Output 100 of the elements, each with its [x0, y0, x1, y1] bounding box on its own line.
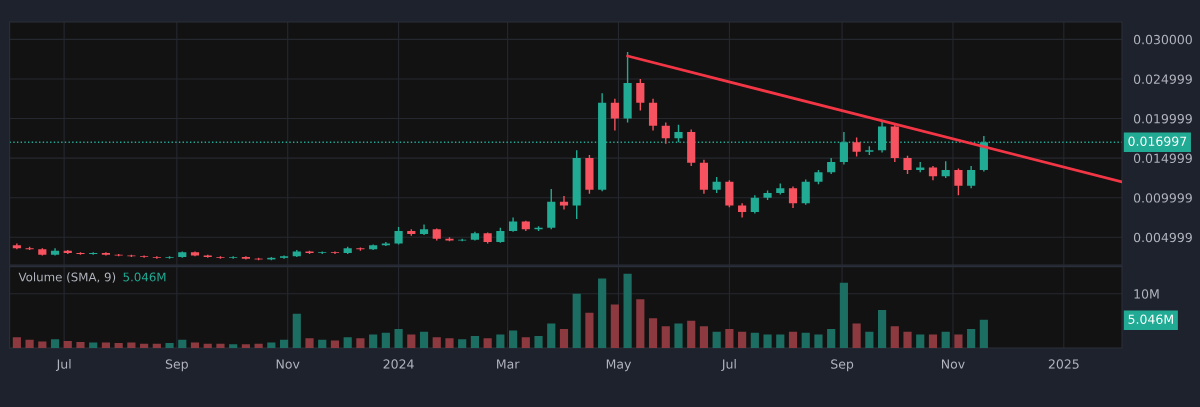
bar [585, 312, 594, 348]
bar [292, 313, 301, 348]
bar [598, 278, 607, 348]
bar [738, 331, 747, 348]
y-tick-label: 0.019999 [1133, 114, 1192, 124]
bar [330, 340, 340, 348]
candlestick [559, 195, 569, 211]
bar [534, 336, 543, 348]
bar [279, 339, 289, 348]
bar [941, 331, 950, 348]
candlestick [903, 155, 912, 175]
bar [827, 328, 836, 348]
bar [788, 331, 798, 348]
candlestick [229, 255, 238, 260]
bar [50, 339, 60, 348]
bar [89, 342, 98, 348]
bar [470, 336, 480, 348]
bar [750, 332, 759, 348]
y-tick-label: 0.004999 [1133, 232, 1192, 243]
text: 5.046M [1128, 314, 1173, 324]
bar [432, 337, 441, 348]
bar [356, 338, 365, 348]
bar [38, 341, 47, 348]
chart-title: Volume (SMA, 9) [18, 272, 116, 283]
bar [114, 343, 123, 348]
bar [674, 323, 683, 348]
bar [648, 318, 658, 348]
bar [610, 304, 619, 348]
y-tick-label: 0.014999 [1133, 153, 1192, 164]
x-tick-label: May [606, 359, 632, 372]
y-tick-label: 0.024999 [1133, 74, 1192, 84]
bar [967, 328, 976, 348]
bar [445, 338, 454, 348]
y-tick-label: 10M [1134, 289, 1159, 299]
x-tick-label: Sep [831, 359, 854, 372]
bar [216, 343, 225, 348]
bar [547, 323, 556, 348]
bar [661, 326, 670, 348]
bar [559, 328, 569, 348]
bar [979, 319, 988, 348]
bar [687, 320, 696, 348]
bar [407, 334, 416, 348]
bar [241, 344, 250, 348]
bar [165, 343, 174, 348]
bar [903, 331, 912, 348]
bar [483, 338, 492, 348]
bar [712, 331, 721, 348]
candlestick [140, 254, 149, 259]
bar [839, 282, 848, 348]
candlestick [725, 179, 734, 208]
candlestick [788, 185, 798, 209]
bar [458, 339, 467, 348]
x-tick-label: Mar [497, 359, 520, 369]
bar [572, 293, 581, 348]
bar [865, 331, 874, 348]
bar [509, 330, 518, 348]
bar [725, 328, 734, 348]
bar [267, 342, 276, 348]
bar [419, 331, 429, 348]
bar [101, 342, 111, 348]
candlestick [750, 194, 759, 215]
bar [636, 299, 645, 348]
candlestick [967, 165, 976, 189]
candlestick [152, 255, 161, 260]
bar [877, 310, 887, 348]
x-tick-label: Sep [165, 359, 188, 372]
bar [25, 339, 34, 348]
bar [928, 334, 938, 348]
bar [954, 334, 963, 348]
x-tick-label: Jul [55, 359, 71, 372]
bar [623, 273, 632, 348]
bar [521, 337, 530, 348]
bar [776, 334, 785, 348]
bar [890, 326, 899, 348]
candlestick [636, 78, 645, 112]
y-tick-label: 0.030000 [1133, 34, 1192, 45]
bar [343, 337, 352, 348]
bar [63, 340, 72, 348]
bar [394, 328, 403, 348]
bar [381, 332, 390, 348]
x-tick-label: Nov [276, 359, 300, 369]
bar [369, 334, 378, 348]
bar [127, 342, 136, 348]
candlestick [954, 167, 963, 197]
y-tick-label: 0.009999 [1133, 193, 1192, 203]
x-tick-label: 2025 [1048, 359, 1079, 369]
bar [814, 334, 823, 348]
bar [763, 334, 772, 348]
bar [496, 334, 505, 348]
bar [229, 344, 238, 348]
x-tick-label: Nov [941, 359, 965, 369]
bar [76, 342, 85, 348]
bar [318, 339, 327, 348]
candlestick [648, 98, 658, 132]
bar [190, 342, 200, 348]
candlestick [801, 178, 810, 206]
candlestick [610, 98, 619, 132]
ref-line-label: 0.016997 [1128, 136, 1187, 146]
chart-subtitle: 5.046M [123, 272, 166, 282]
bar [305, 338, 314, 348]
